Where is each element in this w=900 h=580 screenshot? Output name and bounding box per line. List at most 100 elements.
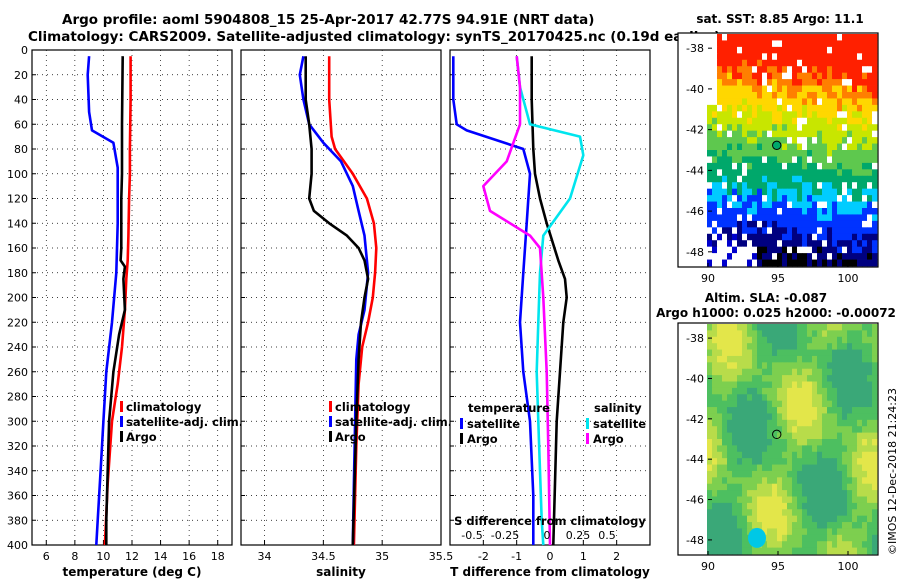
map-pixel [737, 439, 743, 446]
map-pixel [752, 98, 758, 106]
map-pixel [707, 419, 713, 427]
map-pixel [772, 528, 778, 536]
map-pixel [802, 188, 808, 196]
map-pixel [722, 515, 728, 523]
map-pixel [822, 240, 828, 248]
map-pixel [707, 394, 713, 402]
map-pixel [732, 343, 738, 350]
map-pixel [727, 464, 733, 472]
map-pixel [777, 188, 783, 196]
map-pixel [722, 214, 728, 222]
map-pixel [822, 547, 828, 555]
map-pixel [747, 53, 753, 61]
map-pixel [717, 130, 723, 138]
map-pixel [802, 528, 808, 536]
map-pixel [847, 426, 853, 434]
map-pixel [827, 522, 833, 529]
map-pixel [867, 214, 873, 222]
map-pixel [857, 368, 863, 376]
map-pixel [727, 188, 733, 196]
map-pixel [757, 72, 763, 80]
map-pixel [797, 233, 803, 241]
map-pixel [872, 387, 878, 395]
map-pixel [817, 201, 823, 209]
map-pixel [717, 375, 723, 382]
map-pixel [862, 451, 868, 459]
map-pixel [732, 34, 738, 41]
map-pixel [747, 150, 753, 157]
map-pixel [867, 407, 873, 414]
map-pixel [787, 541, 793, 549]
map-pixel [757, 515, 763, 523]
map-pixel [862, 92, 868, 99]
map-pixel [817, 53, 823, 61]
map-pixel [732, 522, 738, 529]
map-pixel [847, 246, 853, 254]
map-pixel [727, 522, 733, 529]
map-pixel [737, 259, 743, 267]
map-pixel [772, 413, 778, 421]
map-pixel [852, 150, 858, 157]
map-pixel [752, 451, 758, 459]
map-pixel [807, 432, 813, 440]
map-pixel [737, 426, 743, 434]
map-pixel [747, 201, 753, 209]
map-pixel [797, 502, 803, 510]
map-pixel [717, 259, 723, 267]
map-pixel [847, 72, 853, 80]
map-pixel [782, 394, 788, 402]
map-pixel [872, 208, 878, 215]
map-pixel [762, 150, 768, 157]
map-pixel [807, 130, 813, 138]
x-tick-label: 10 [96, 550, 110, 563]
map-pixel [737, 98, 743, 106]
map-pixel [807, 400, 813, 408]
map-pixel [872, 432, 878, 440]
map-pixel [757, 458, 763, 465]
map-pixel [767, 182, 773, 190]
map-pixel [867, 541, 873, 549]
map-pixel [747, 85, 753, 93]
map-pixel [847, 343, 853, 350]
map-pixel [817, 240, 823, 248]
map-pixel [767, 547, 773, 555]
map-pixel [777, 458, 783, 465]
map-pixel [872, 175, 878, 183]
map-pixel [767, 104, 773, 112]
map-pixel [752, 496, 758, 504]
map-pixel [852, 451, 858, 459]
map-pixel [847, 477, 853, 485]
map-pixel [767, 227, 773, 235]
map-pixel [712, 387, 718, 395]
map-pixel [782, 445, 788, 453]
map-pixel [777, 169, 783, 177]
map-pixel [827, 117, 833, 125]
map-pixel [872, 150, 878, 157]
map-pixel [857, 182, 863, 190]
map-pixel [827, 188, 833, 196]
map-pixel [822, 150, 828, 157]
map-pixel [852, 490, 858, 497]
map-pixel [802, 246, 808, 254]
map-pixel [767, 85, 773, 93]
map-pixel [827, 509, 833, 517]
map-pixel [822, 381, 828, 389]
map-pixel [797, 387, 803, 395]
map-pixel [712, 528, 718, 536]
map-pixel [767, 124, 773, 132]
map-pixel [732, 117, 738, 125]
map-pixel [837, 528, 843, 536]
map-pixel [767, 208, 773, 215]
map-pixel [742, 349, 748, 357]
map-pixel [872, 104, 878, 112]
map-pixel [847, 432, 853, 440]
map-pixel [852, 387, 858, 395]
map-pixel [827, 195, 833, 202]
legend-swatch [120, 431, 123, 442]
map-pixel [782, 496, 788, 504]
map-pixel [722, 509, 728, 517]
map-pixel [742, 143, 748, 151]
y-tick-label: 160 [7, 242, 28, 255]
map-pixel [847, 227, 853, 235]
map-pixel [847, 66, 853, 74]
